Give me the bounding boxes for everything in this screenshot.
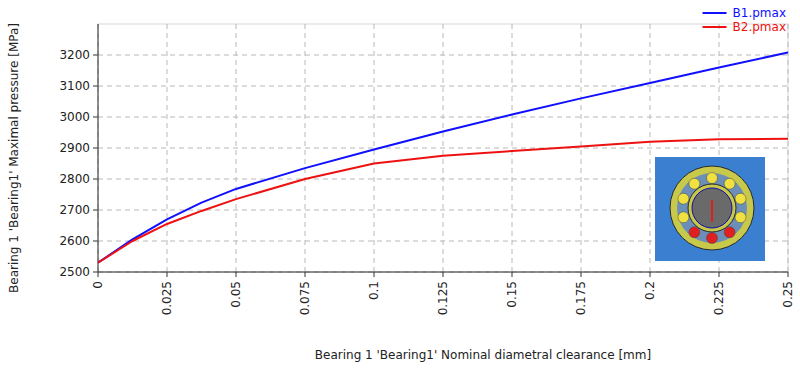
x-tick-label: 0.025 [160, 281, 174, 315]
inset-ball [724, 178, 735, 189]
y-tick [93, 272, 98, 273]
legend-label: B1.pmax [733, 6, 786, 20]
plot-frame [98, 24, 788, 272]
x-tick-label: 0.175 [574, 281, 588, 315]
x-tick [512, 272, 513, 277]
y-tick-label: 3000 [59, 110, 90, 124]
inset-outer-ring [670, 166, 754, 250]
inset-image [655, 157, 765, 261]
x-grid-line [305, 24, 306, 272]
x-grid-line [98, 24, 99, 272]
x-tick [788, 272, 789, 277]
y-tick [93, 117, 98, 118]
inset-gap [677, 173, 747, 243]
x-tick [719, 272, 720, 277]
legend: B1.pmaxB2.pmax [703, 6, 786, 34]
x-tick-label: 0.15 [505, 281, 519, 308]
series-line [98, 53, 788, 263]
x-grid-line [443, 24, 444, 272]
y-grid-line [98, 86, 788, 87]
x-grid-line [788, 24, 789, 272]
y-tick [93, 179, 98, 180]
x-grid-line [650, 24, 651, 272]
y-tick-label: 3100 [59, 79, 90, 93]
y-tick-label: 2900 [59, 141, 90, 155]
inset-ball [707, 173, 718, 184]
inset-ball [689, 227, 700, 238]
x-tick-label: 0.125 [436, 281, 450, 315]
x-tick-label: 0.05 [229, 281, 243, 308]
y-tick [93, 210, 98, 211]
x-tick-label: 0.1 [367, 281, 381, 300]
x-axis-label: Bearing 1 'Bearing1' Nominal diametral c… [315, 348, 651, 362]
x-grid-line [236, 24, 237, 272]
x-tick-label: 0.225 [712, 281, 726, 315]
x-grid-line [512, 24, 513, 272]
legend-swatch [703, 26, 727, 28]
y-grid-line [98, 272, 788, 273]
y-axis [98, 24, 99, 272]
series-line [98, 139, 788, 263]
x-tick-label: 0.25 [781, 281, 795, 308]
y-tick [93, 148, 98, 149]
y-tick-label: 2600 [59, 234, 90, 248]
x-axis [98, 272, 788, 273]
x-tick [236, 272, 237, 277]
y-tick-label: 3200 [59, 48, 90, 62]
inset-ball [707, 233, 718, 244]
x-tick [305, 272, 306, 277]
inset-ball [724, 227, 735, 238]
x-tick [443, 272, 444, 277]
legend-swatch [703, 12, 727, 14]
y-grid-line [98, 148, 788, 149]
x-tick-label: 0.075 [298, 281, 312, 315]
y-tick-label: 2800 [59, 172, 90, 186]
legend-label: B2.pmax [733, 20, 786, 34]
x-grid-line [581, 24, 582, 272]
x-grid-line [374, 24, 375, 272]
inset-background [655, 157, 765, 261]
inset-load-arrow [711, 200, 713, 222]
x-tick [374, 272, 375, 277]
y-axis-label: Bearing 1 'Bearing1' Maximal pressure [M… [7, 23, 21, 293]
x-tick [98, 272, 99, 277]
inset-ball [735, 193, 746, 204]
y-tick-label: 2700 [59, 203, 90, 217]
y-tick [93, 55, 98, 56]
y-tick-label: 2500 [59, 265, 90, 279]
chart: 2500 2600 2700 2800 2900 3000 3100 3200 0 0.025 0.… [0, 0, 800, 373]
y-tick [93, 86, 98, 87]
x-tick [167, 272, 168, 277]
x-tick [581, 272, 582, 277]
y-tick [93, 241, 98, 242]
inset-shaft [692, 188, 732, 228]
inset-ball [689, 178, 700, 189]
x-tick [650, 272, 651, 277]
x-tick-label: 0.2 [643, 281, 657, 300]
x-tick-label: 0 [91, 281, 105, 289]
inset-ball [678, 212, 689, 223]
inset-inner-ring [688, 184, 736, 232]
series-group [98, 53, 788, 263]
x-grid-line [167, 24, 168, 272]
inset-ball [678, 193, 689, 204]
inset-ball [735, 212, 746, 223]
